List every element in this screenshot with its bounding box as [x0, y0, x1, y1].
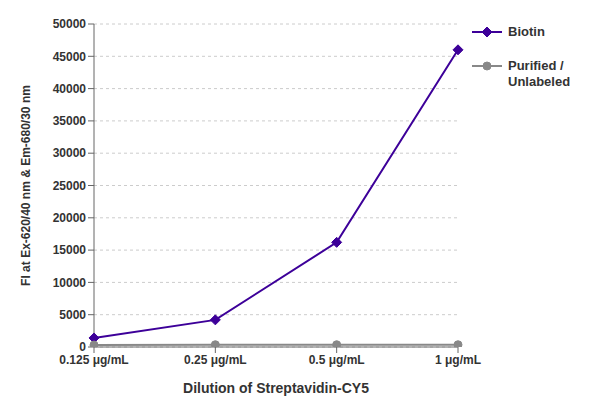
svg-text:1 μg/mL: 1 μg/mL [435, 353, 481, 367]
svg-text:0.25 μg/mL: 0.25 μg/mL [184, 353, 247, 367]
svg-text:10000: 10000 [53, 276, 87, 290]
svg-text:FI at Ex-620/40 nm & Em-680/30: FI at Ex-620/40 nm & Em-680/30 nm [19, 85, 33, 286]
svg-text:15000: 15000 [53, 243, 87, 257]
svg-text:0.5 μg/mL: 0.5 μg/mL [309, 353, 365, 367]
svg-text:40000: 40000 [53, 82, 87, 96]
svg-text:0: 0 [79, 340, 86, 354]
svg-text:25000: 25000 [53, 179, 87, 193]
svg-text:0.125 μg/mL: 0.125 μg/mL [59, 353, 128, 367]
html-text:Biotin: Biotin [508, 24, 545, 39]
html-text:Purified /: Purified / [508, 58, 564, 73]
svg-text:5000: 5000 [59, 308, 86, 322]
svg-text:50000: 50000 [53, 17, 87, 31]
svg-text:20000: 20000 [53, 211, 87, 225]
svg-text:35000: 35000 [53, 114, 87, 128]
svg-text:30000: 30000 [53, 146, 87, 160]
html-text:Unlabeled: Unlabeled [508, 74, 571, 89]
svg-text:Dilution of Streptavidin-CY5: Dilution of Streptavidin-CY5 [183, 380, 369, 396]
svg-text:45000: 45000 [53, 50, 87, 64]
